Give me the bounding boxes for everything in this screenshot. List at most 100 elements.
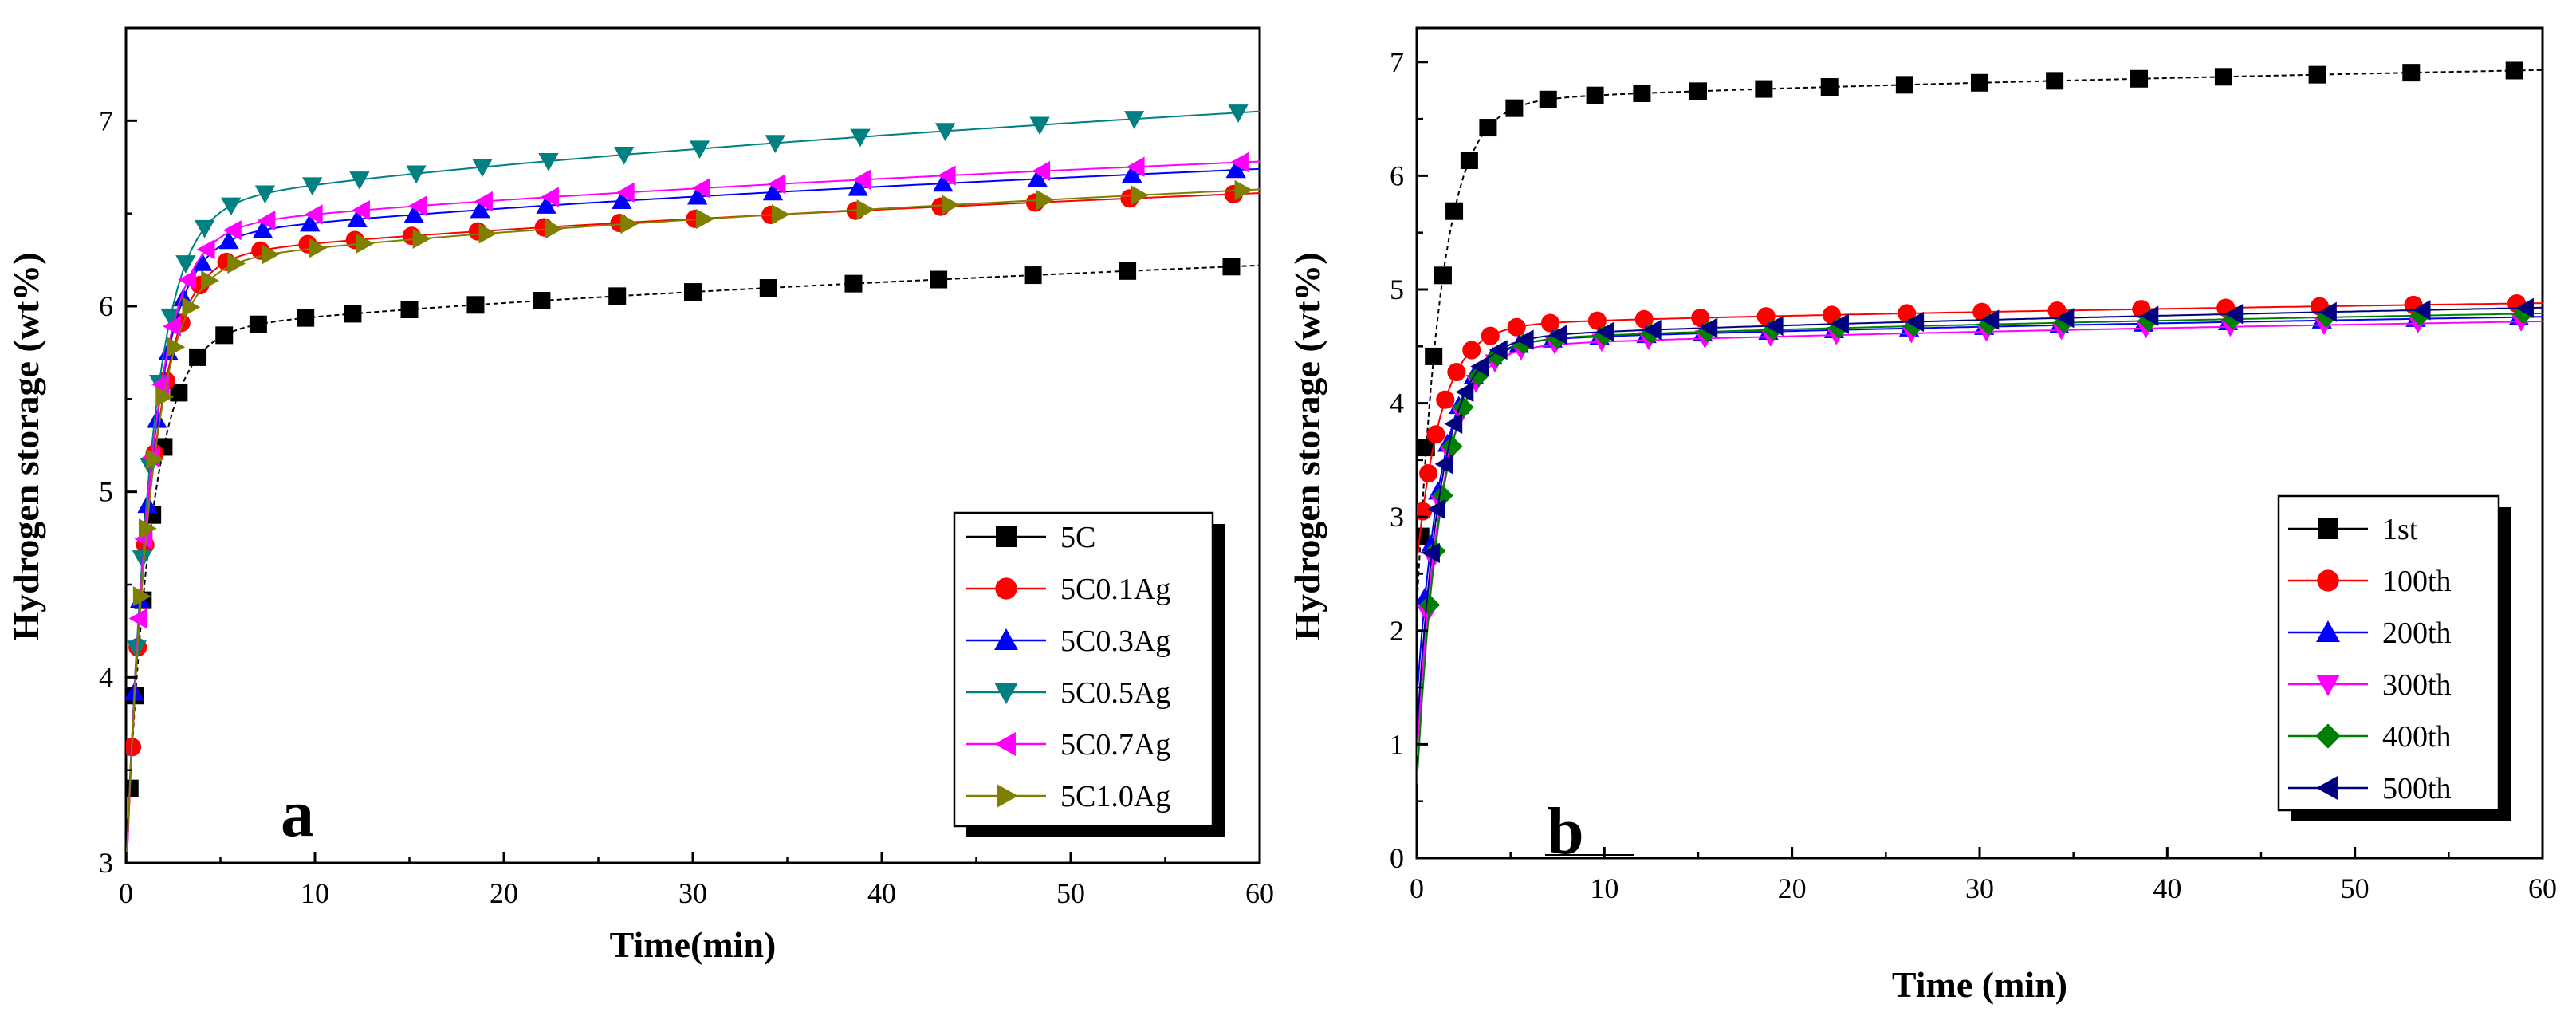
chart-a-data-point [767,174,786,195]
chart-a-data-point [466,296,485,314]
chart-b-data-point [1462,341,1481,360]
chart-b-x-tick-label: 0 [1410,872,1424,904]
chart-a-data-point [612,191,632,209]
chart-a-data-point [1225,159,1246,179]
chart-a-x-tick-label: 60 [1245,877,1274,909]
chart-b-data-point [2308,65,2326,84]
chart-a-data-point [302,177,323,196]
chart-a-data-point [178,270,196,290]
chart-b-data-point [1422,542,1440,564]
chart-a-legend-marker [995,577,1017,600]
chart-a-data-point [134,529,153,549]
chart-b-data-point [1432,485,1453,506]
chart-a-x-tick-label: 10 [301,877,329,909]
chart-b-data-point [2315,306,2338,329]
chart-a-data-point [155,386,175,408]
chart-a-data-point [1131,185,1149,206]
chart-a-data-point [620,213,639,234]
chart-b-data-point [1902,315,1925,337]
chart-b-y-tick-label: 3 [1390,501,1404,533]
chart-b-data-point [1895,76,1913,94]
chart-a-data-point [138,518,157,539]
chart-b-data-point [1444,413,1463,435]
chart-b-data-point [1441,435,1463,457]
chart-b-legend: 1st 100th 200th 300th 400th 500th [2277,494,2511,821]
chart-b-data-point [1689,82,1707,100]
chart-a-data-point [472,159,493,178]
chart-a-data-point [344,305,362,323]
chart-b-x-tick-label: 60 [2528,872,2557,904]
chart-a-data-point [1228,104,1249,123]
chart-b-legend-marker [2316,675,2340,696]
chart-a-x-tick-label: 30 [678,877,707,909]
chart-a-data-point [856,199,875,220]
chart-a-data-point [215,326,234,345]
chart-a-data-point [771,204,790,225]
chart-b-data-point [1699,317,1718,338]
chart-a-data-point [182,297,201,317]
chart-a-x-tick-label: 20 [490,877,518,909]
chart-b-data-point [1419,463,1438,483]
chart-b-data-point [2412,300,2431,321]
chart-b-x-axis-label: Time (min) [1892,964,2067,1005]
chart-a-data-point [541,187,559,207]
chart-a-data-point [1036,190,1055,211]
chart-a-data-point [218,230,239,250]
chart-a-y-axis-label: Hydrogen storage (wt%) [6,252,46,640]
chart-a-data-point [189,348,207,366]
chart-b-data-point [1453,396,1474,418]
chart-a-legend-label: 5C [1060,521,1095,554]
chart-a-data-point [254,185,276,204]
chart-a-data-point [400,301,419,319]
chart-b-data-point [1691,309,1710,328]
chart-b-data-point [1905,311,1925,333]
chart-a-data-point [304,204,323,225]
chart-b-data-point [1505,99,1524,117]
chart-a-data-point [249,315,267,333]
chart-b-data-point [1549,325,1567,345]
chart-a-data-point [1027,168,1048,187]
chart-b-y-tick-label: 0 [1390,842,1404,874]
chart-b-x-tick-label: 40 [2153,872,2181,904]
chart-b-data-point [2140,305,2159,326]
chart-b-data-point [1764,315,1784,337]
chart-b-data-point [1455,381,1474,403]
chart-b-y-axis-label: Hydrogen storage (wt%) [1287,252,1327,640]
chart-b-y-tick-label: 7 [1390,46,1404,78]
chart-a-data-point [192,253,213,271]
chart-b-data-point [1541,313,1560,333]
chart-a-data-point [196,238,215,260]
chart-b-data-point [2046,72,2064,90]
chart-a-data-point [765,135,785,154]
chart-a-y-tick-label: 3 [99,847,113,879]
chart-b-data-point [1596,321,1614,342]
chart-b-data-point [1515,329,1534,350]
chart-a-data-point [850,128,871,148]
chart-a-data-point [309,238,328,258]
chart-a-data-point [689,140,710,159]
chart-a-data-point [352,199,370,221]
chart-a-data-point [175,255,196,274]
chart-b-data-point [1425,347,1443,365]
chart-b-panel-label: b [1547,794,1584,868]
chart-b-data-point [1436,390,1455,409]
chart-b-y-tick-label: 2 [1390,615,1404,647]
chart-a-data-point [608,287,627,305]
chart-a-data-point [536,195,556,214]
chart-b-data-point [2224,304,2244,325]
chart-a-data-point [1234,179,1253,201]
chart-b-legend-marker [2316,620,2340,642]
chart-b-x-tick-label: 30 [1965,872,1994,904]
chart-b-data-point [1470,356,1489,377]
chart-b-data-point [1633,84,1651,102]
chart-a-legend-marker [994,732,1016,756]
chart-a-data-point [1029,116,1050,136]
chart-b-y-tick-label: 5 [1390,274,1404,305]
chart-a-data-point [545,219,564,239]
chart-b-legend-label: 1st [2382,513,2418,546]
chart-b: 0 10 20 30 40 50 60 0 1 2 3 4 5 6 7 Time (min) Hydroge… [1287,26,2557,1005]
chart-a-data-point [538,152,559,171]
chart-a-data-point [347,209,368,227]
chart-a-data-point [696,208,714,230]
chart-a-legend-marker [997,784,1018,808]
